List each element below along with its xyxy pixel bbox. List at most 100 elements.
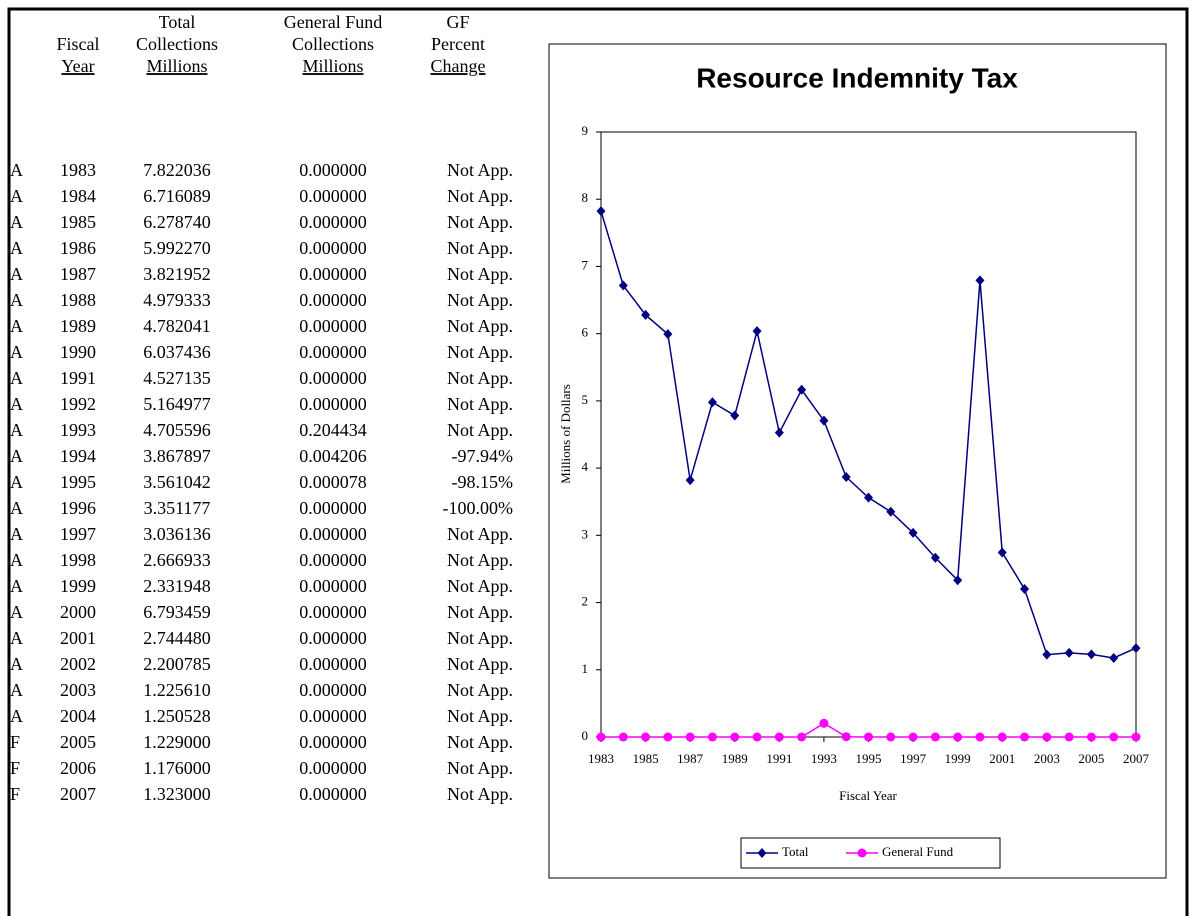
y-tick-label: 1 (582, 661, 589, 676)
data-point (707, 397, 717, 408)
table-cell: A (10, 602, 23, 622)
data-point (797, 732, 807, 742)
table-cell: 1993 (60, 420, 96, 440)
x-tick-label: 2001 (989, 751, 1015, 766)
table-cell: 2001 (60, 628, 96, 648)
data-point (886, 732, 896, 742)
column-header: Fiscal (57, 34, 100, 54)
y-tick-label: 7 (582, 257, 589, 272)
table-cell: 1998 (60, 550, 96, 570)
table-cell: 6.278740 (143, 212, 211, 232)
data-point (618, 280, 628, 291)
table-cell: 0.000000 (299, 576, 367, 596)
data-point (1064, 732, 1074, 742)
table-cell: Not App. (447, 784, 513, 804)
table-cell: 2.331948 (143, 576, 211, 596)
table-cell: 1990 (60, 342, 96, 362)
table-cell: 1987 (60, 264, 96, 284)
data-point (930, 732, 940, 742)
y-tick-label: 0 (582, 728, 589, 743)
table-cell: Not App. (447, 524, 513, 544)
table-cell: 0.000000 (299, 394, 367, 414)
table-cell: Not App. (447, 368, 513, 388)
table-cell: 0.000000 (299, 160, 367, 180)
table-cell: Not App. (447, 160, 513, 180)
table-cell: 0.000000 (299, 784, 367, 804)
table-cell: 2.666933 (143, 550, 211, 570)
table-cell: 2003 (60, 680, 96, 700)
table-cell: 0.000000 (299, 550, 367, 570)
table-cell: A (10, 316, 23, 336)
table-cell: Not App. (447, 290, 513, 310)
table-cell: Not App. (447, 186, 513, 206)
y-tick-label: 3 (582, 526, 589, 541)
table-cell: 1988 (60, 290, 96, 310)
y-tick-label: 6 (582, 325, 589, 340)
x-axis-label: Fiscal Year (839, 788, 897, 803)
table-cell: 6.037436 (143, 342, 211, 362)
table-cell: Not App. (447, 342, 513, 362)
data-point (864, 732, 873, 742)
table-cell: Not App. (447, 550, 513, 570)
table-cell: 0.000000 (299, 368, 367, 388)
table-cell: A (10, 680, 23, 700)
data-point (886, 506, 896, 517)
table-cell: 5.164977 (143, 394, 211, 414)
data-point (1042, 649, 1052, 660)
data-point (1109, 652, 1119, 663)
data-point (1086, 732, 1096, 742)
table-cell: -98.15% (452, 472, 514, 492)
table-cell: Not App. (447, 628, 513, 648)
column-header: GF (446, 12, 469, 32)
table-cell: 6.716089 (143, 186, 211, 206)
table-cell: -100.00% (443, 498, 514, 518)
data-point (641, 309, 651, 320)
column-header: General Fund (284, 12, 382, 32)
data-point (685, 732, 695, 742)
table-cell: 4.782041 (143, 316, 211, 336)
data-point (864, 492, 873, 503)
table-cell: Not App. (447, 602, 513, 622)
y-axis-label: Millions of Dollars (558, 384, 573, 484)
table-cell: 4.979333 (143, 290, 211, 310)
data-point (663, 329, 673, 340)
table-cell: 1994 (60, 446, 96, 466)
table-cell: Not App. (447, 212, 513, 232)
data-point (1086, 649, 1096, 660)
y-tick-label: 2 (582, 594, 589, 609)
y-tick-label: 5 (582, 392, 589, 407)
data-point (641, 732, 651, 742)
data-point (1020, 584, 1030, 595)
table-cell: A (10, 290, 23, 310)
table-cell: 3.821952 (143, 264, 211, 284)
data-point (975, 732, 985, 742)
y-tick-label: 4 (582, 459, 589, 474)
table-cell: 0.000000 (299, 342, 367, 362)
column-header: Total (159, 12, 196, 32)
table-cell: 2.744480 (143, 628, 211, 648)
table-cell: Not App. (447, 420, 513, 440)
table-cell: A (10, 498, 23, 518)
table-cell: 3.561042 (143, 472, 211, 492)
data-point (819, 415, 829, 426)
table-cell: 1995 (60, 472, 96, 492)
data-point (663, 732, 673, 742)
column-header: Millions (146, 56, 207, 76)
table-cell: 2.200785 (143, 654, 211, 674)
x-tick-label: 1993 (811, 751, 837, 766)
table-cell: 1996 (60, 498, 96, 518)
data-point (908, 527, 918, 538)
column-header: Collections (292, 34, 374, 54)
legend-marker (757, 848, 767, 858)
table-cell: A (10, 160, 23, 180)
table-cell: Not App. (447, 706, 513, 726)
table-cell: 0.000000 (299, 628, 367, 648)
table-cell: A (10, 576, 23, 596)
data-point (1020, 732, 1030, 742)
data-point (797, 384, 807, 395)
data-point (774, 732, 784, 742)
table-cell: 0.000000 (299, 680, 367, 700)
table-cell: A (10, 368, 23, 388)
x-tick-label: 1995 (856, 751, 882, 766)
